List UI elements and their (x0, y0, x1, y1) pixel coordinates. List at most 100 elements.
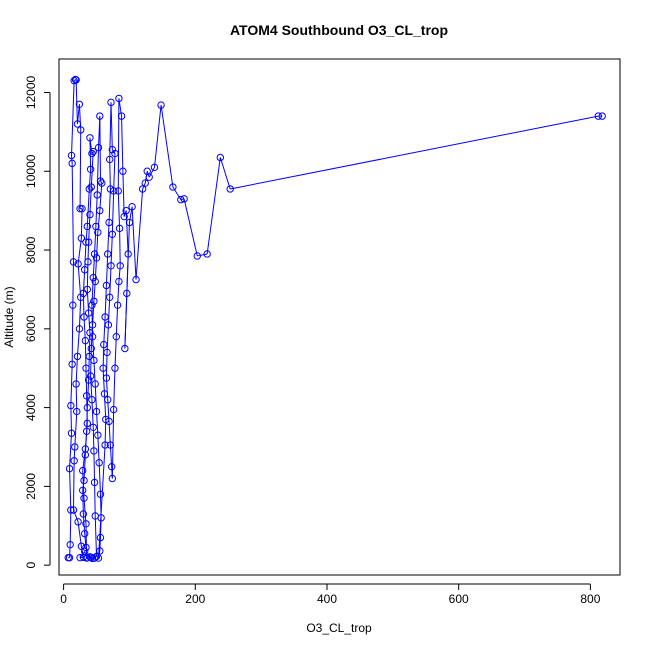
series-segment (131, 206, 137, 280)
series-segment (109, 159, 111, 189)
series-segment (73, 509, 79, 523)
series-segment (94, 482, 96, 516)
x-tick-label: 600 (449, 592, 469, 606)
data-point (66, 540, 74, 549)
data-point (79, 510, 88, 518)
data-point (96, 533, 105, 542)
data-point (79, 486, 87, 495)
data-point (82, 543, 90, 552)
series-segment (206, 157, 221, 255)
series-segment (124, 222, 130, 349)
data-point (107, 98, 115, 107)
data-point (145, 173, 153, 181)
data-point (124, 250, 132, 258)
data-point (112, 332, 120, 341)
series-segment (74, 411, 78, 448)
data-point (97, 514, 105, 522)
series-segment (90, 151, 94, 188)
data-point (70, 457, 78, 465)
data-point (88, 332, 97, 341)
series-segment (89, 137, 93, 154)
series-segment (107, 297, 111, 325)
data-point (74, 260, 82, 268)
series-segment (71, 163, 74, 262)
series-segment (92, 336, 95, 361)
data-point (78, 204, 86, 213)
y-tick-label: 2000 (24, 473, 38, 500)
series-segment (148, 167, 155, 178)
series-segment (80, 208, 83, 239)
series-segment (70, 364, 73, 406)
series-segment (82, 269, 86, 294)
series-segment (75, 356, 78, 384)
data-point (104, 321, 113, 329)
data-point (83, 285, 92, 294)
series-segment (94, 515, 98, 557)
series-segment (82, 480, 85, 491)
series-segment (115, 305, 119, 337)
series-segment (93, 360, 96, 384)
data-point (72, 380, 80, 388)
data-point (80, 476, 88, 485)
data-point (102, 281, 111, 290)
series-segment (109, 265, 112, 298)
data-point (90, 554, 99, 562)
data-point (125, 218, 134, 227)
data-point (101, 441, 109, 449)
series-segment (160, 105, 174, 188)
data-point (105, 218, 113, 227)
series-segment (96, 411, 99, 436)
series-segment (111, 190, 115, 235)
x-axis: 0 200 400 600 800 (60, 583, 601, 606)
series-segment (96, 147, 100, 195)
data-point (94, 431, 102, 439)
data-point (180, 195, 188, 203)
data-point (105, 417, 113, 426)
y-tick-label: 0 (24, 561, 38, 568)
data-point (80, 547, 89, 556)
y-axis: 0 2000 4000 6000 8000 10000 12000 (24, 75, 51, 568)
data-point (81, 451, 90, 459)
series-segment (117, 281, 120, 306)
data-point (79, 289, 88, 298)
chart-title: ATOM4 Southbound O3_CL_trop (230, 22, 448, 38)
data-point (67, 401, 75, 410)
data-point (117, 112, 126, 120)
data-point (138, 185, 147, 193)
data-point (67, 429, 76, 437)
series-segment (102, 344, 105, 369)
series-segment (69, 433, 73, 469)
y-axis-label: Altitude (m) (2, 286, 16, 347)
data-point (90, 478, 99, 487)
data-point (96, 177, 105, 185)
data-point (111, 149, 119, 158)
data-point (80, 494, 88, 502)
series-segment (70, 405, 73, 434)
data-point (83, 403, 92, 412)
series-segment (76, 328, 80, 357)
data-point (83, 419, 92, 428)
data-point (106, 293, 114, 302)
data-point (86, 165, 95, 173)
series-segment (135, 188, 144, 280)
data-point (90, 250, 99, 258)
series-segment (73, 446, 76, 461)
data-point (89, 423, 97, 431)
series-segment (117, 190, 121, 229)
data-point (598, 112, 606, 120)
data-point (77, 293, 85, 302)
data-point (73, 352, 82, 361)
data-point (92, 407, 101, 416)
series-segment (94, 257, 98, 282)
data-point (88, 396, 96, 404)
data-point (169, 183, 177, 191)
data-point (90, 297, 98, 305)
data-point (114, 187, 122, 195)
data-point (122, 206, 130, 215)
data-point (85, 352, 93, 361)
data-point (100, 340, 108, 349)
series-segment (86, 407, 88, 432)
series-segment (104, 419, 107, 446)
data-point (92, 222, 100, 231)
